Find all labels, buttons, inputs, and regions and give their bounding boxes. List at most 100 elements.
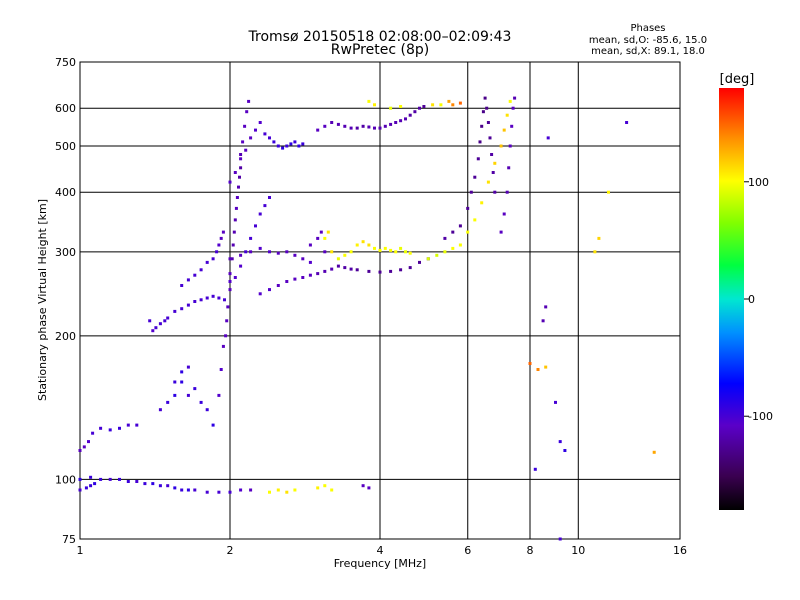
x-tick-label: 6: [464, 544, 471, 557]
data-point: [263, 204, 267, 208]
data-point: [301, 257, 305, 261]
data-point: [349, 250, 353, 254]
data-point: [418, 260, 421, 264]
data-point: [193, 300, 197, 303]
data-point: [158, 484, 162, 488]
data-point: [293, 140, 297, 144]
data-point: [228, 490, 232, 494]
data-point: [481, 110, 485, 114]
data-point: [422, 105, 426, 108]
data-point: [108, 428, 112, 432]
data-point: [476, 157, 480, 161]
data-point: [355, 243, 359, 247]
data-point: [154, 326, 158, 330]
data-point: [228, 257, 232, 261]
data-point: [378, 126, 382, 130]
stats-line-x: mean, sd,X: 89.1, 18.0: [591, 46, 705, 57]
x-tick-label: 4: [377, 544, 384, 557]
data-point: [499, 144, 503, 148]
data-point: [230, 257, 234, 261]
data-point: [308, 273, 312, 277]
data-point: [205, 296, 209, 300]
data-point: [254, 224, 257, 228]
data-point: [293, 253, 297, 257]
data-point: [199, 298, 203, 302]
chart-title: Tromsø 20150518 02:08:00–02:09:43: [248, 29, 512, 45]
data-point: [78, 449, 82, 452]
data-point: [330, 121, 334, 124]
data-point: [502, 212, 506, 216]
data-point: [223, 298, 226, 302]
data-point: [148, 319, 152, 323]
data-point: [458, 224, 462, 228]
data-point: [488, 136, 492, 140]
data-point: [285, 250, 289, 254]
data-point: [558, 440, 562, 444]
data-point: [607, 190, 610, 194]
data-point: [205, 260, 209, 264]
data-point: [268, 288, 271, 292]
data-point: [389, 269, 393, 273]
data-point: [235, 196, 239, 199]
stats-line-o: mean, sd,O: -85.6, 15.0: [589, 35, 707, 46]
data-point: [367, 125, 371, 129]
x-tick-label: 10: [571, 544, 585, 557]
data-point: [399, 246, 403, 250]
data-point: [217, 243, 221, 247]
plot-area: 1 2 4 6 8 10 16 75 100 200 300 400 500 600 750: [55, 56, 687, 557]
data-point: [241, 140, 245, 144]
data-point: [217, 490, 221, 494]
data-point: [239, 153, 243, 156]
data-point: [469, 190, 473, 194]
data-point: [297, 144, 301, 148]
x-axis-label: Frequency [MHz]: [334, 557, 426, 570]
data-point: [221, 344, 225, 348]
data-point: [473, 218, 477, 222]
data-point: [389, 122, 393, 126]
data-point: [228, 180, 232, 184]
data-point: [399, 268, 403, 272]
data-point: [193, 273, 197, 277]
data-point: [82, 445, 86, 449]
data-point: [186, 488, 190, 492]
data-point: [466, 206, 470, 210]
data-point: [544, 305, 548, 309]
data-point: [508, 99, 512, 103]
data-point: [316, 128, 320, 132]
data-point: [91, 431, 95, 435]
data-point: [205, 490, 209, 494]
data-point: [330, 488, 334, 492]
data-point: [473, 175, 477, 179]
data-point: [505, 190, 509, 194]
data-point: [558, 537, 562, 541]
data-point: [217, 393, 221, 397]
data-point: [263, 132, 267, 136]
data-point: [404, 117, 407, 121]
data-point: [439, 103, 443, 107]
data-point: [237, 185, 240, 189]
data-point: [399, 105, 403, 108]
data-point: [399, 119, 403, 123]
data-point: [426, 257, 430, 261]
y-tick-label: 400: [55, 186, 76, 199]
data-point: [93, 482, 97, 486]
data-point: [478, 140, 482, 144]
data-point: [219, 236, 223, 240]
data-point: [217, 296, 221, 300]
data-point: [373, 246, 376, 250]
data-point: [89, 475, 93, 479]
data-point: [493, 190, 497, 194]
data-point: [247, 99, 251, 103]
data-point: [593, 250, 597, 254]
colorbar-tick-label: -100: [748, 410, 773, 423]
data-point: [486, 180, 490, 184]
data-point: [394, 250, 398, 254]
data-point: [272, 140, 276, 144]
data-point: [285, 144, 289, 148]
data-point: [316, 236, 320, 240]
data-point: [285, 490, 289, 494]
data-point: [118, 477, 121, 481]
data-point: [447, 99, 451, 103]
stats-heading: Phases: [630, 23, 665, 34]
data-point: [221, 230, 225, 234]
